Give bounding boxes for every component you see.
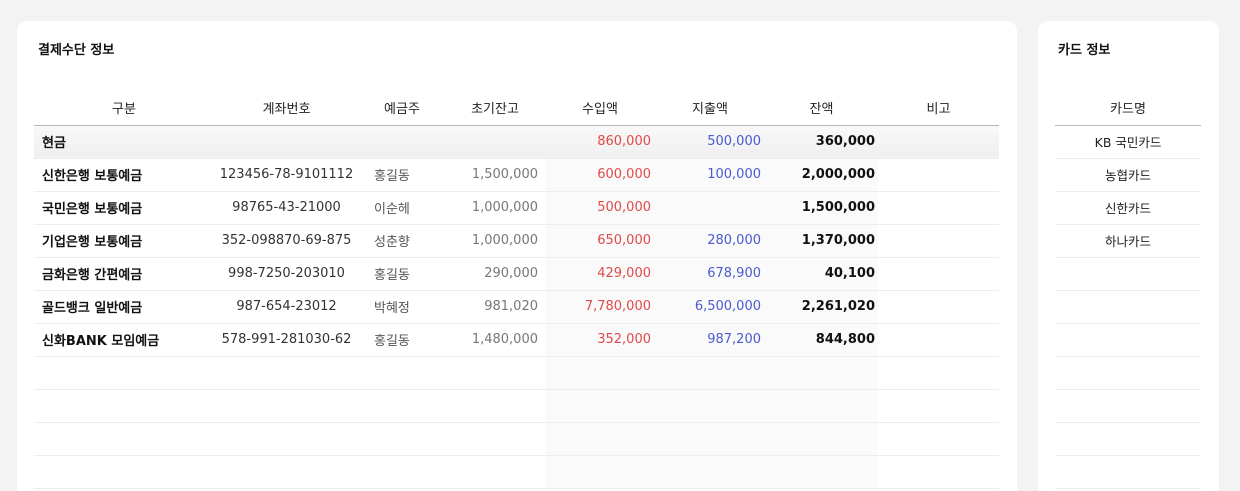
- row-income: 352,000: [545, 323, 655, 357]
- card-name: KB 국민카드: [1055, 125, 1201, 159]
- table-row[interactable]: 골드뱅크 일반예금 987-654-23012 박혜정 981,020 7,78…: [34, 290, 999, 324]
- header-card-name: 카드명: [1055, 91, 1201, 126]
- table-row[interactable]: 신한은행 보통예금 123456-78-9101112 홍길동 1,500,00…: [34, 158, 999, 192]
- row-category: 기업은행 보통예금: [34, 224, 214, 258]
- card-info-panel: 카드 정보 카드명 KB 국민카드 농협카드 신한카드 하나카드: [1038, 21, 1219, 491]
- row-income: 650,000: [545, 224, 655, 258]
- row-initial-balance: [445, 125, 545, 159]
- empty-row: [1055, 422, 1201, 456]
- row-initial-balance: 981,020: [445, 290, 545, 324]
- row-account-number: 578-991-281030-62: [214, 323, 359, 357]
- empty-row: [1055, 389, 1201, 423]
- row-owner: 홍길동: [359, 257, 445, 291]
- header-expense: 지출액: [655, 91, 765, 126]
- row-category: 금화은행 간편예금: [34, 257, 214, 291]
- row-owner: 이순헤: [359, 191, 445, 225]
- table-row[interactable]: 현금 860,000 500,000 360,000: [34, 125, 999, 159]
- empty-row: [1055, 323, 1201, 357]
- row-income: 7,780,000: [545, 290, 655, 324]
- empty-row: [1055, 257, 1201, 291]
- table-row[interactable]: 국민은행 보통예금 98765-43-21000 이순헤 1,000,000 5…: [34, 191, 999, 225]
- table-row[interactable]: 신화BANK 모임예금 578-991-281030-62 홍길동 1,480,…: [34, 323, 999, 357]
- row-balance: 2,000,000: [765, 158, 878, 192]
- row-owner: 홍길동: [359, 323, 445, 357]
- row-account-number: 98765-43-21000: [214, 191, 359, 225]
- row-note: [878, 191, 999, 225]
- card-row[interactable]: 하나카드: [1055, 224, 1201, 258]
- payment-method-table: 구분 계좌번호 예금주 초기잔고 수입액 지출액 잔액 비고 현금 860,00…: [34, 91, 999, 489]
- card-table: 카드명 KB 국민카드 농협카드 신한카드 하나카드: [1055, 91, 1201, 489]
- row-expense: 100,000: [655, 158, 765, 192]
- header-initial-balance: 초기잔고: [445, 91, 545, 126]
- row-account-number: 998-7250-203010: [214, 257, 359, 291]
- row-balance: 844,800: [765, 323, 878, 357]
- row-category: 신한은행 보통예금: [34, 158, 214, 192]
- empty-row: [34, 389, 999, 423]
- empty-row: [34, 356, 999, 390]
- row-initial-balance: 1,000,000: [445, 224, 545, 258]
- card-header-row: 카드명: [1055, 91, 1201, 126]
- payment-method-panel: 결제수단 정보 구분 계좌번호 예금주 초기잔고 수입액 지출액 잔액 비고 현…: [17, 21, 1017, 491]
- card-name: 농협카드: [1055, 158, 1201, 192]
- row-owner: 홍길동: [359, 158, 445, 192]
- row-initial-balance: 290,000: [445, 257, 545, 291]
- empty-row: [34, 422, 999, 456]
- row-note: [878, 257, 999, 291]
- row-account-number: 123456-78-9101112: [214, 158, 359, 192]
- row-category: 골드뱅크 일반예금: [34, 290, 214, 324]
- row-category: 국민은행 보통예금: [34, 191, 214, 225]
- header-account-number: 계좌번호: [214, 91, 359, 126]
- row-note: [878, 224, 999, 258]
- empty-row: [1055, 290, 1201, 324]
- table-row[interactable]: 기업은행 보통예금 352-098870-69-875 성춘향 1,000,00…: [34, 224, 999, 258]
- row-balance: 360,000: [765, 125, 878, 159]
- header-note: 비고: [878, 91, 999, 126]
- empty-row: [1055, 455, 1201, 489]
- row-expense: 280,000: [655, 224, 765, 258]
- card-row[interactable]: KB 국민카드: [1055, 125, 1201, 159]
- row-note: [878, 323, 999, 357]
- row-expense: [655, 191, 765, 225]
- card-row[interactable]: 신한카드: [1055, 191, 1201, 225]
- empty-row: [1055, 356, 1201, 390]
- row-initial-balance: 1,480,000: [445, 323, 545, 357]
- row-balance: 40,100: [765, 257, 878, 291]
- row-income: 860,000: [545, 125, 655, 159]
- card-name: 하나카드: [1055, 224, 1201, 258]
- row-balance: 2,261,020: [765, 290, 878, 324]
- row-category: 신화BANK 모임예금: [34, 323, 214, 357]
- row-owner: 박혜정: [359, 290, 445, 324]
- row-note: [878, 290, 999, 324]
- row-account-number: [214, 125, 359, 159]
- row-note: [878, 158, 999, 192]
- payment-method-title: 결제수단 정보: [38, 43, 115, 58]
- row-account-number: 987-654-23012: [214, 290, 359, 324]
- header-balance: 잔액: [765, 91, 878, 126]
- header-category: 구분: [34, 91, 214, 126]
- row-expense: 678,900: [655, 257, 765, 291]
- row-income: 429,000: [545, 257, 655, 291]
- header-income: 수입액: [545, 91, 655, 126]
- row-category: 현금: [34, 125, 214, 159]
- row-balance: 1,500,000: [765, 191, 878, 225]
- header-account-owner: 예금주: [359, 91, 445, 126]
- row-owner: 성춘향: [359, 224, 445, 258]
- row-initial-balance: 1,000,000: [445, 191, 545, 225]
- card-row[interactable]: 농협카드: [1055, 158, 1201, 192]
- row-income: 500,000: [545, 191, 655, 225]
- table-row[interactable]: 금화은행 간편예금 998-7250-203010 홍길동 290,000 42…: [34, 257, 999, 291]
- row-expense: 500,000: [655, 125, 765, 159]
- row-account-number: 352-098870-69-875: [214, 224, 359, 258]
- card-info-title: 카드 정보: [1058, 43, 1111, 58]
- row-expense: 987,200: [655, 323, 765, 357]
- row-expense: 6,500,000: [655, 290, 765, 324]
- row-note: [878, 125, 999, 159]
- table-header-row: 구분 계좌번호 예금주 초기잔고 수입액 지출액 잔액 비고: [34, 91, 999, 126]
- card-name: 신한카드: [1055, 191, 1201, 225]
- row-balance: 1,370,000: [765, 224, 878, 258]
- empty-row: [34, 455, 999, 489]
- row-income: 600,000: [545, 158, 655, 192]
- row-initial-balance: 1,500,000: [445, 158, 545, 192]
- row-owner: [359, 125, 445, 159]
